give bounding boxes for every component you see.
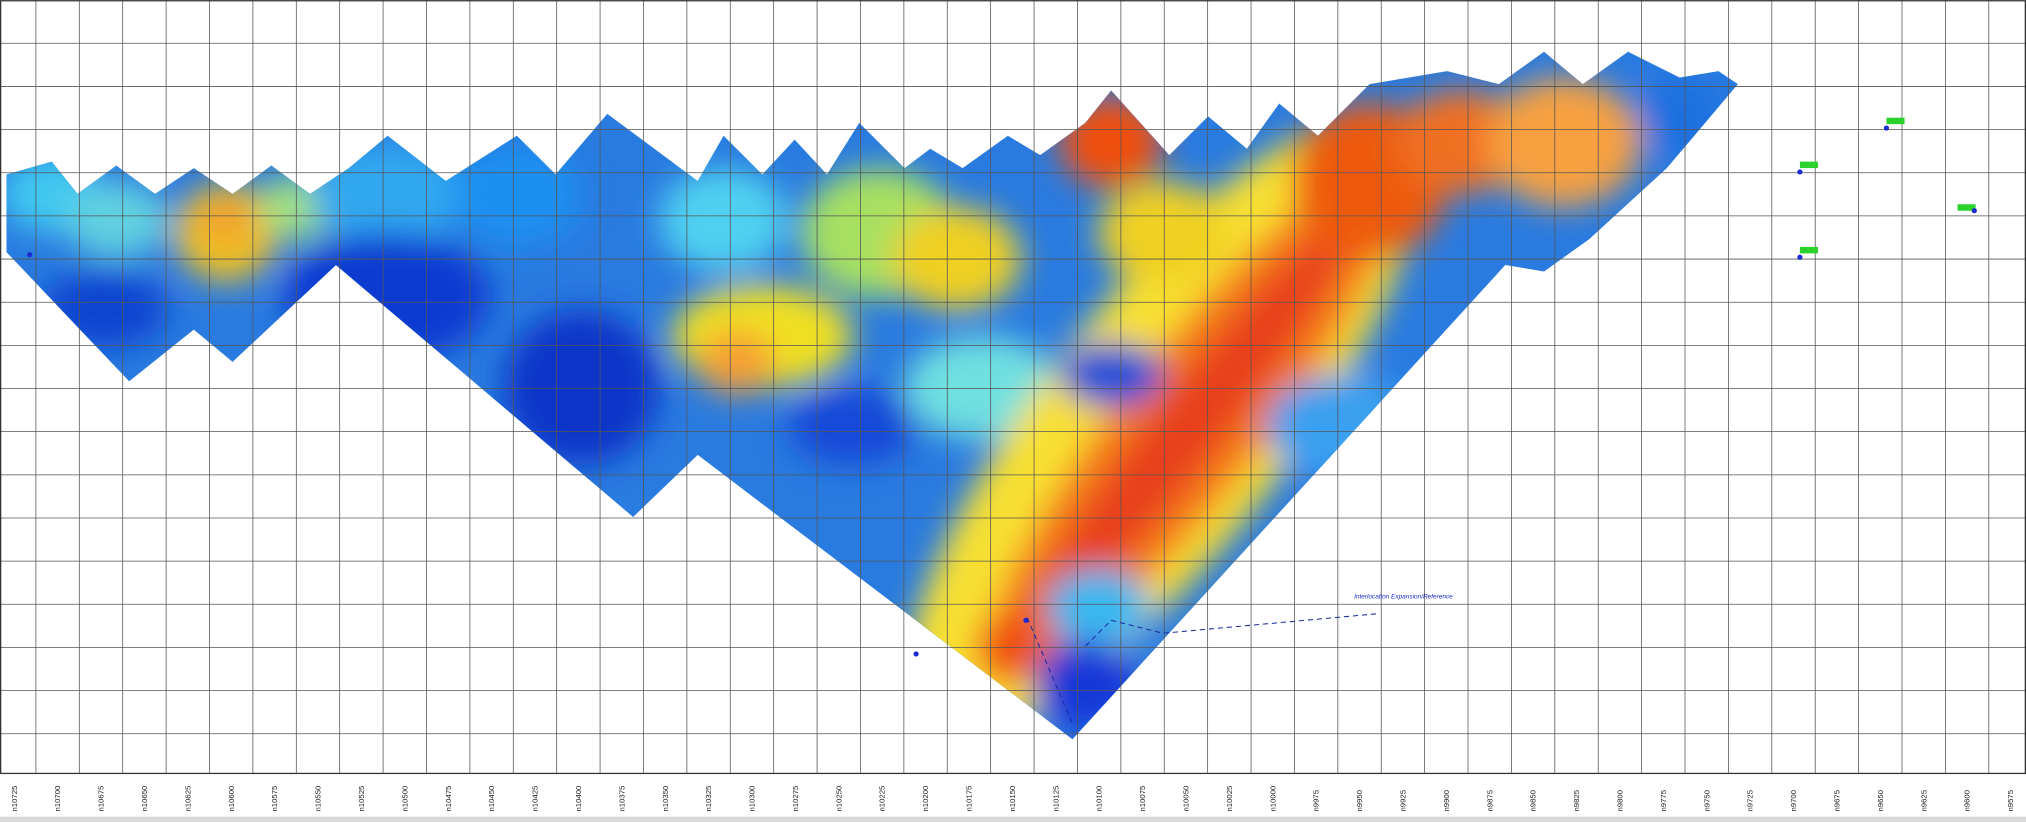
marker-tag: [1886, 117, 1905, 125]
annotation: Interlocation Expansion/Reference: [1354, 593, 1453, 600]
x-tick-label: n9675: [1832, 790, 1841, 812]
x-tick-label: n10050: [1182, 786, 1191, 812]
x-tick-label: n10400: [574, 786, 583, 812]
x-tick-label: n10575: [270, 786, 279, 812]
x-tick-label: n9700: [1789, 790, 1798, 812]
x-tick-label: n9750: [1702, 790, 1711, 812]
x-axis-labels: n10725 n10700 n10675 n10650 n10625 n10600 n105…: [10, 786, 2015, 812]
x-tick-label: n9725: [1746, 790, 1755, 812]
marker: [1797, 254, 1803, 260]
x-tick-label: n9625: [1919, 790, 1928, 812]
x-tick-label: n9775: [1659, 790, 1668, 812]
x-tick-label: n10200: [921, 786, 930, 812]
x-tick-label: n10600: [227, 786, 236, 812]
x-tick-label: n10150: [1008, 786, 1017, 812]
x-tick-label: n9600: [1963, 790, 1972, 812]
x-tick-label: n10000: [1268, 786, 1277, 812]
x-tick-label: n10100: [1095, 786, 1104, 812]
x-tick-label: n10175: [965, 786, 974, 812]
x-tick-label: n10550: [314, 786, 323, 812]
x-tick-label: n10025: [1225, 786, 1234, 812]
marker-tag: [1957, 204, 1976, 211]
grid: [0, 0, 2026, 773]
x-tick-label: n9575: [2006, 790, 2015, 812]
marker-tag: [1799, 246, 1818, 254]
plot-border: [0, 0, 2026, 775]
x-tick-label: n10525: [357, 786, 366, 812]
x-tick-label: n9875: [1485, 790, 1494, 812]
marker: [1883, 125, 1890, 131]
x-tick-label: n10475: [444, 786, 453, 812]
x-tick-label: n9650: [1876, 790, 1885, 812]
x-tick-label: n9950: [1355, 790, 1364, 812]
x-tick-label: n10275: [791, 786, 800, 812]
x-tick-label: n10300: [748, 786, 757, 812]
x-tick-label: n10725: [10, 786, 19, 812]
marker: [913, 651, 919, 657]
x-tick-label: n10325: [704, 786, 713, 812]
x-tick-label: n10500: [400, 786, 409, 812]
x-tick-label: n10350: [661, 786, 670, 812]
x-tick-label: n10125: [1051, 786, 1060, 812]
x-tick-label: n10675: [97, 786, 106, 812]
x-tick-label: n9900: [1442, 790, 1451, 812]
x-tick-label: n10250: [834, 786, 843, 812]
x-tick-label: n10700: [53, 786, 62, 812]
x-tick-label: n10650: [140, 786, 149, 812]
markers: [27, 117, 1977, 657]
x-tick-label: n9800: [1616, 790, 1625, 812]
status-bar: [0, 816, 2026, 822]
marker: [1971, 208, 1977, 214]
x-tick-label: n10625: [183, 786, 192, 812]
x-tick-label: n10075: [1138, 786, 1147, 812]
x-tick-label: n9850: [1529, 790, 1538, 812]
marker-tag: [1799, 161, 1818, 169]
x-tick-label: n9975: [1312, 790, 1321, 812]
marker: [1797, 169, 1803, 175]
x-tick-label: n10225: [878, 786, 887, 812]
x-tick-label: n9925: [1399, 790, 1408, 812]
x-tick-label: n10450: [487, 786, 496, 812]
annotation-line: [1026, 617, 1073, 724]
x-tick-label: n10425: [531, 786, 540, 812]
x-tick-label: n9825: [1572, 790, 1581, 812]
marker: [27, 252, 33, 258]
x-tick-label: n10375: [617, 786, 626, 812]
